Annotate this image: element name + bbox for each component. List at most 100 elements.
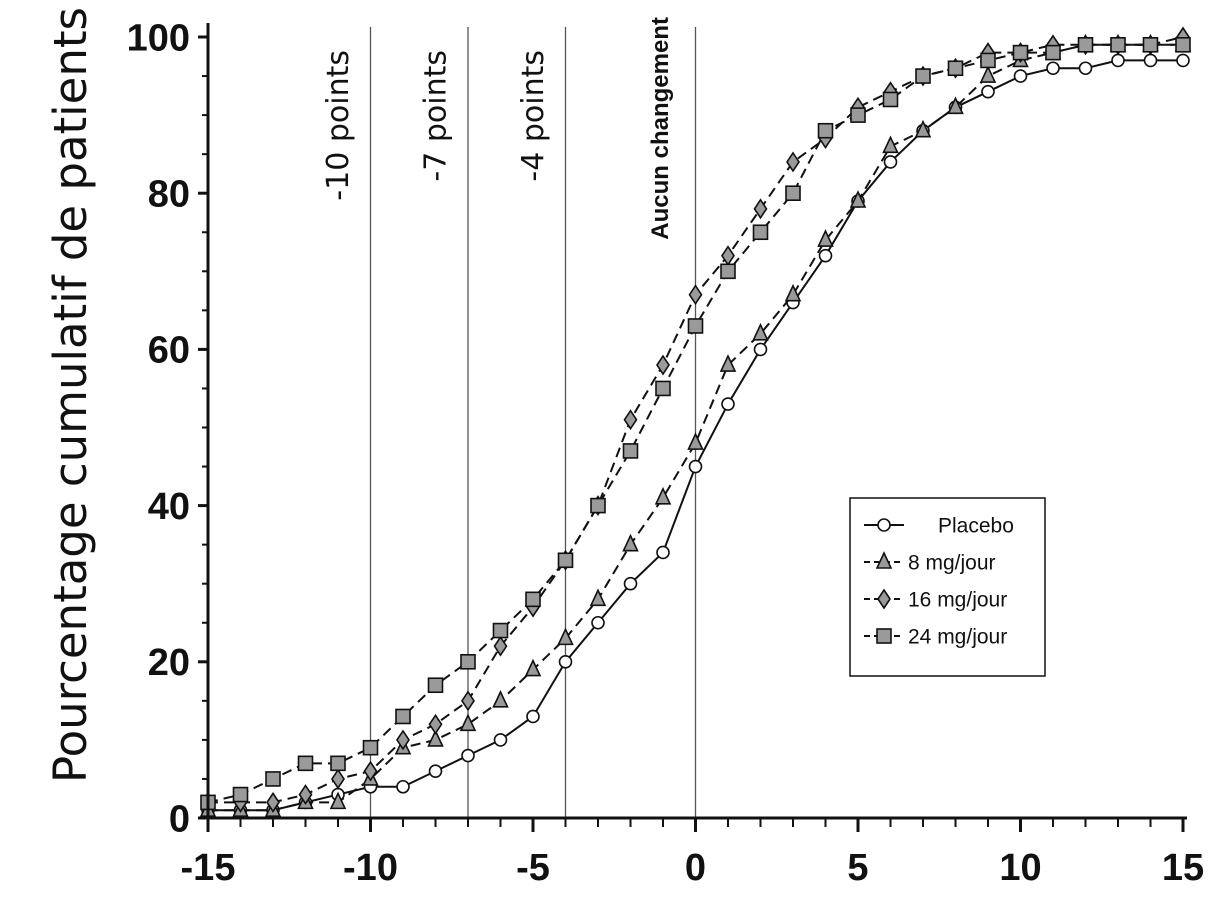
data-point <box>688 459 703 474</box>
x-tick-label: 5 <box>847 847 868 889</box>
reference-line-label: -4 points <box>516 50 551 182</box>
y-axis-label: Pourcentage cumulatif de patients <box>44 7 97 783</box>
data-point <box>590 497 606 514</box>
data-point <box>1175 37 1191 53</box>
data-point <box>849 190 867 208</box>
data-point <box>1077 37 1094 53</box>
data-point <box>526 709 540 724</box>
data-point <box>623 576 638 591</box>
data-point <box>981 84 995 99</box>
data-point <box>298 784 313 806</box>
data-point <box>266 791 280 813</box>
y-tick-label: 0 <box>169 798 190 840</box>
y-tick-label: 60 <box>148 330 190 372</box>
data-point <box>753 198 768 220</box>
data-point <box>1045 44 1061 61</box>
data-point <box>493 635 508 657</box>
legend-marker <box>877 518 891 532</box>
series-8-mg-jour <box>199 33 1192 817</box>
data-point <box>396 729 410 751</box>
data-point <box>461 690 475 712</box>
data-point <box>331 768 345 790</box>
data-point <box>687 432 704 450</box>
x-tick-label: -5 <box>516 847 550 889</box>
data-point <box>362 739 379 756</box>
data-point <box>719 354 737 372</box>
data-point <box>883 155 898 169</box>
data-point <box>428 764 443 778</box>
data-point <box>947 96 964 115</box>
data-point <box>622 443 639 459</box>
data-point <box>753 342 768 357</box>
data-point <box>428 713 443 735</box>
data-point <box>427 677 444 694</box>
data-point <box>297 755 314 772</box>
data-point <box>720 263 736 280</box>
series-lines <box>199 26 1192 817</box>
data-point <box>363 760 378 782</box>
data-point <box>688 284 703 306</box>
x-tick-label: 10 <box>999 847 1041 889</box>
data-point <box>232 786 249 803</box>
data-point <box>329 791 347 810</box>
x-tick-label: 15 <box>1162 847 1204 889</box>
data-point <box>915 68 931 84</box>
data-point <box>427 729 444 747</box>
data-point <box>492 622 509 639</box>
data-point <box>395 708 411 725</box>
data-point <box>1111 53 1125 68</box>
data-point <box>786 151 800 173</box>
data-point <box>1078 61 1093 76</box>
data-point <box>461 748 475 763</box>
data-point <box>524 658 542 677</box>
data-point <box>947 60 964 77</box>
legend-label: 24 mg/jour <box>908 625 1007 648</box>
data-point <box>818 248 833 263</box>
data-point <box>459 713 477 732</box>
data-point <box>265 771 281 787</box>
axes: 0 20 40 60 80 100 -15 -10 -5 0 5 10 15 <box>127 17 1205 889</box>
data-point <box>589 588 607 607</box>
data-point <box>654 486 672 505</box>
data-point <box>557 552 574 569</box>
reference-line-label: -10 points <box>321 50 356 201</box>
legend-label: Placebo <box>938 514 1014 537</box>
data-point <box>1143 53 1158 68</box>
y-tick-label: 20 <box>148 642 190 684</box>
data-point <box>623 409 638 431</box>
data-point <box>493 733 508 747</box>
data-point <box>1142 37 1159 53</box>
legend-label: 8 mg/jour <box>908 551 996 574</box>
data-point <box>980 52 996 69</box>
data-point <box>979 65 997 83</box>
y-tick-label: 80 <box>148 174 190 216</box>
y-tick-label: 40 <box>148 486 190 528</box>
data-point <box>1013 69 1028 83</box>
data-point <box>591 615 605 630</box>
data-point <box>850 107 866 123</box>
data-point <box>882 91 899 108</box>
data-point <box>396 779 410 794</box>
data-point <box>817 229 834 247</box>
data-point <box>557 627 574 646</box>
legend-marker <box>876 628 892 644</box>
data-point <box>460 653 476 670</box>
data-point <box>492 689 509 708</box>
data-point <box>752 224 769 241</box>
data-point <box>525 591 541 608</box>
reference-line-label: Aucun changement <box>647 17 674 240</box>
data-point <box>1176 53 1190 68</box>
data-point <box>914 119 932 138</box>
data-point <box>1012 44 1029 61</box>
data-point <box>1046 61 1060 76</box>
data-point <box>656 545 670 560</box>
x-tick-label: -15 <box>181 847 236 889</box>
x-tick-label: -10 <box>343 847 398 889</box>
legend-marker <box>875 551 893 569</box>
data-point <box>622 533 639 552</box>
data-point <box>655 380 671 397</box>
data-point <box>656 354 670 376</box>
legend: Placebo 8 mg/jour 16 mg/jour 24 mg/jour <box>849 497 1046 677</box>
x-tick-label: 0 <box>685 847 706 889</box>
